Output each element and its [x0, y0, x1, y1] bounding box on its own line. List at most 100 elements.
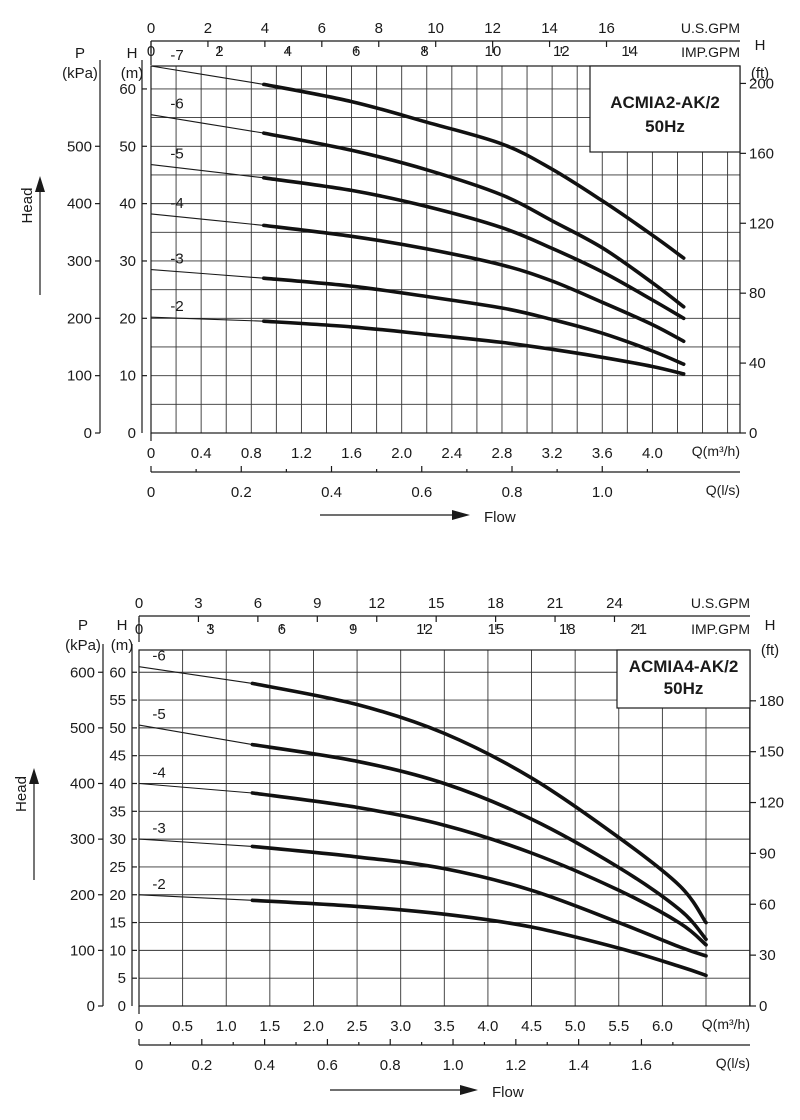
tick-label-m3h: 3.0	[390, 1018, 411, 1035]
tick-label-ls: 0	[135, 1057, 143, 1074]
tick-label-ft: 40	[749, 355, 766, 372]
tick-label-kpa: 500	[70, 720, 95, 737]
tick-label-kpa: 300	[67, 253, 92, 270]
tick-label-m3h: 5.5	[608, 1018, 629, 1035]
tick-label-impgpm: 2	[215, 43, 223, 60]
tick-label-ls: 1.2	[505, 1057, 526, 1074]
ls-label: Q(l/s)	[716, 1055, 750, 1071]
tick-label-usgpm: 14	[541, 20, 558, 37]
h-right-unit: (ft)	[761, 642, 779, 659]
tick-label-ft: 0	[759, 998, 767, 1015]
p-unit: (kPa)	[65, 637, 101, 654]
tick-label-m: 20	[109, 887, 126, 904]
tick-label-m3h: 2.8	[492, 445, 513, 462]
tick-label-m-zero: 0	[128, 425, 136, 442]
series-line-thin	[151, 214, 264, 226]
tick-label-usgpm: 0	[135, 595, 143, 612]
tick-label-m: 25	[109, 859, 126, 876]
tick-label-m3h: 3.5	[434, 1018, 455, 1035]
head-indicator: Head	[19, 176, 45, 295]
tick-label-kpa: 0	[87, 998, 95, 1015]
tick-label-m3h: 3.6	[592, 445, 613, 462]
tick-label-kpa: 300	[70, 831, 95, 848]
tick-label-m: 30	[119, 253, 136, 270]
tick-label-impgpm: 12	[553, 43, 570, 60]
tick-label-kpa: 200	[67, 310, 92, 327]
tick-label-usgpm: 4	[261, 20, 269, 37]
tick-label-ls: 0.8	[380, 1057, 401, 1074]
tick-label-m-zero: 0	[118, 998, 126, 1015]
tick-label-m: 60	[119, 81, 136, 98]
tick-label-m: 45	[109, 748, 126, 765]
h-label: H	[117, 617, 128, 634]
tick-label-m: 5	[118, 970, 126, 987]
tick-label-ft: 160	[749, 145, 774, 162]
series-label: -2	[152, 876, 165, 893]
p-unit: (kPa)	[62, 65, 98, 82]
tick-label-ls: 0.2	[231, 484, 252, 501]
tick-label-m: 20	[119, 310, 136, 327]
usgpm-label: U.S.GPM	[691, 595, 750, 611]
series-line-thin	[139, 667, 252, 684]
tick-label-ft: 60	[759, 896, 776, 913]
tick-label-m3h: 3.2	[542, 445, 563, 462]
tick-label-m3h: 0.4	[191, 445, 212, 462]
tick-label-usgpm: 21	[547, 595, 564, 612]
tick-label-ft: 120	[749, 215, 774, 232]
m3h-label: Q(m³/h)	[702, 1016, 750, 1032]
tick-label-usgpm: 3	[194, 595, 202, 612]
series-line-thin	[151, 165, 264, 178]
impgpm-label: IMP.GPM	[681, 44, 740, 60]
tick-label-ls: 1.6	[631, 1057, 652, 1074]
h-unit: (m)	[121, 65, 144, 82]
series-label: -4	[170, 195, 183, 212]
tick-label-ls: 0.8	[502, 484, 523, 501]
tick-label-ft: 0	[749, 425, 757, 442]
tick-label-usgpm: 0	[147, 20, 155, 37]
tick-label-m: 40	[119, 196, 136, 213]
tick-label-ft: 80	[749, 285, 766, 302]
tick-label-m3h: 4.0	[477, 1018, 498, 1035]
tick-label-m3h: 6.0	[652, 1018, 673, 1035]
tick-label-impgpm: 3	[206, 621, 214, 638]
tick-label-m: 55	[109, 692, 126, 709]
tick-label-ft: 180	[759, 693, 784, 710]
ls-label: Q(l/s)	[706, 482, 740, 498]
tick-label-m3h: 2.4	[441, 445, 462, 462]
tick-label-impgpm: 6	[278, 621, 286, 638]
head-arrow-head	[35, 176, 45, 192]
tick-label-m3h: 0.5	[172, 1018, 193, 1035]
series-label: -4	[152, 765, 165, 782]
tick-label-kpa: 0	[84, 425, 92, 442]
tick-label-usgpm: 2	[204, 20, 212, 37]
tick-label-m: 35	[109, 803, 126, 820]
flow-indicator: Flow	[330, 1084, 524, 1101]
tick-label-usgpm: 16	[598, 20, 615, 37]
tick-label-m3h: 2.0	[391, 445, 412, 462]
series-label: -5	[170, 146, 183, 163]
tick-label-usgpm: 12	[484, 20, 501, 37]
tick-label-m3h: 0	[147, 445, 155, 462]
tick-label-ls: 0.6	[411, 484, 432, 501]
chart-2: ACMIA4-AK/250Hz5101520253035404550556000…	[13, 595, 784, 1101]
tick-label-m3h: 4.5	[521, 1018, 542, 1035]
tick-label-usgpm: 15	[428, 595, 445, 612]
tick-label-ls: 0.2	[191, 1057, 212, 1074]
series-line-thin	[139, 895, 252, 901]
tick-label-m3h: 2.5	[347, 1018, 368, 1035]
usgpm-label: U.S.GPM	[681, 20, 740, 36]
series-label: -3	[152, 820, 165, 837]
p-label: P	[78, 617, 88, 634]
h-label: H	[127, 45, 138, 62]
tick-label-m3h: 1.2	[291, 445, 312, 462]
chart-title: ACMIA2-AK/2	[610, 93, 720, 112]
tick-label-m: 15	[109, 915, 126, 932]
